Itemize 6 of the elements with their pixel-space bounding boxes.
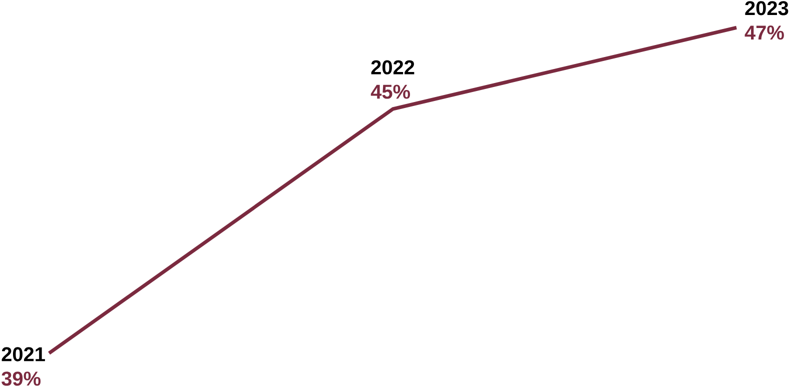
x-tick-label: 2023	[745, 1, 788, 16]
x-tick-label: 2021	[2, 347, 45, 362]
data-label: 39%	[2, 372, 41, 386]
data-label: 45%	[370, 84, 410, 99]
data-label: 47%	[744, 26, 784, 40]
x-tick-label: 2022	[371, 60, 414, 74]
